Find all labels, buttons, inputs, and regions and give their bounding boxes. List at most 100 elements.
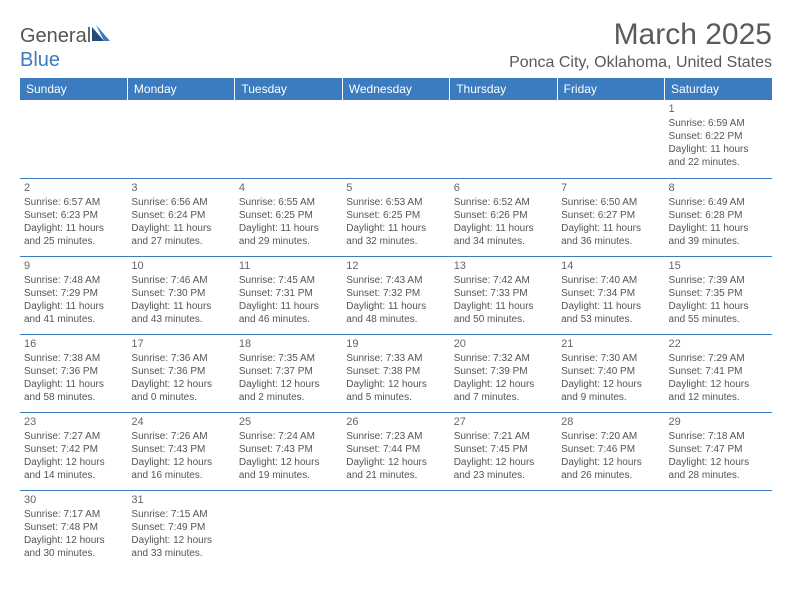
sunrise-text: Sunrise: 6:52 AM — [454, 196, 553, 209]
daylight2-text: and 12 minutes. — [669, 391, 768, 404]
logo-text: GeneralBlue — [20, 24, 110, 72]
sunrise-text: Sunrise: 7:46 AM — [131, 274, 230, 287]
daylight1-text: Daylight: 11 hours — [239, 300, 338, 313]
day-number: 18 — [239, 337, 338, 351]
calendar-day: 9Sunrise: 7:48 AMSunset: 7:29 PMDaylight… — [20, 256, 127, 334]
sunset-text: Sunset: 7:42 PM — [24, 443, 123, 456]
daylight2-text: and 55 minutes. — [669, 313, 768, 326]
sunset-text: Sunset: 6:28 PM — [669, 209, 768, 222]
day-number: 6 — [454, 181, 553, 195]
daylight1-text: Daylight: 11 hours — [669, 222, 768, 235]
day-number: 10 — [131, 259, 230, 273]
calendar-day: 7Sunrise: 6:50 AMSunset: 6:27 PMDaylight… — [557, 178, 664, 256]
sunrise-text: Sunrise: 7:29 AM — [669, 352, 768, 365]
calendar-week: 1Sunrise: 6:59 AMSunset: 6:22 PMDaylight… — [20, 100, 772, 178]
daylight2-text: and 28 minutes. — [669, 469, 768, 482]
daylight2-text: and 29 minutes. — [239, 235, 338, 248]
daylight2-text: and 33 minutes. — [131, 547, 230, 560]
daylight2-text: and 2 minutes. — [239, 391, 338, 404]
day-number: 29 — [669, 415, 768, 429]
day-number: 25 — [239, 415, 338, 429]
day-number: 1 — [669, 102, 768, 116]
daylight2-text: and 46 minutes. — [239, 313, 338, 326]
sunset-text: Sunset: 7:41 PM — [669, 365, 768, 378]
daylight2-text: and 25 minutes. — [24, 235, 123, 248]
daylight1-text: Daylight: 12 hours — [454, 456, 553, 469]
day-number: 2 — [24, 181, 123, 195]
daylight1-text: Daylight: 12 hours — [561, 456, 660, 469]
sunrise-text: Sunrise: 7:36 AM — [131, 352, 230, 365]
weekday-header: Saturday — [665, 78, 772, 100]
sunset-text: Sunset: 7:29 PM — [24, 287, 123, 300]
daylight1-text: Daylight: 12 hours — [24, 534, 123, 547]
title-block: March 2025 Ponca City, Oklahoma, United … — [509, 18, 772, 72]
calendar-day: 19Sunrise: 7:33 AMSunset: 7:38 PMDayligh… — [342, 334, 449, 412]
day-number: 4 — [239, 181, 338, 195]
sunset-text: Sunset: 6:26 PM — [454, 209, 553, 222]
sunset-text: Sunset: 6:27 PM — [561, 209, 660, 222]
calendar-empty — [557, 100, 664, 178]
calendar-week: 30Sunrise: 7:17 AMSunset: 7:48 PMDayligh… — [20, 490, 772, 568]
daylight1-text: Daylight: 11 hours — [669, 300, 768, 313]
calendar-day: 12Sunrise: 7:43 AMSunset: 7:32 PMDayligh… — [342, 256, 449, 334]
day-number: 21 — [561, 337, 660, 351]
day-number: 9 — [24, 259, 123, 273]
calendar-week: 23Sunrise: 7:27 AMSunset: 7:42 PMDayligh… — [20, 412, 772, 490]
daylight1-text: Daylight: 11 hours — [239, 222, 338, 235]
calendar-day: 27Sunrise: 7:21 AMSunset: 7:45 PMDayligh… — [450, 412, 557, 490]
daylight2-text: and 0 minutes. — [131, 391, 230, 404]
page-header: GeneralBlue March 2025 Ponca City, Oklah… — [20, 18, 772, 72]
sunset-text: Sunset: 6:24 PM — [131, 209, 230, 222]
calendar-day: 14Sunrise: 7:40 AMSunset: 7:34 PMDayligh… — [557, 256, 664, 334]
calendar-empty — [342, 100, 449, 178]
sunset-text: Sunset: 7:32 PM — [346, 287, 445, 300]
day-number: 28 — [561, 415, 660, 429]
calendar-day: 17Sunrise: 7:36 AMSunset: 7:36 PMDayligh… — [127, 334, 234, 412]
sunrise-text: Sunrise: 7:15 AM — [131, 508, 230, 521]
calendar-day: 24Sunrise: 7:26 AMSunset: 7:43 PMDayligh… — [127, 412, 234, 490]
sunrise-text: Sunrise: 7:48 AM — [24, 274, 123, 287]
sunrise-text: Sunrise: 7:39 AM — [669, 274, 768, 287]
sunrise-text: Sunrise: 7:33 AM — [346, 352, 445, 365]
sunrise-text: Sunrise: 7:40 AM — [561, 274, 660, 287]
daylight2-text: and 53 minutes. — [561, 313, 660, 326]
calendar-day: 31Sunrise: 7:15 AMSunset: 7:49 PMDayligh… — [127, 490, 234, 568]
calendar-head: SundayMondayTuesdayWednesdayThursdayFrid… — [20, 78, 772, 100]
calendar-empty — [127, 100, 234, 178]
daylight1-text: Daylight: 12 hours — [131, 378, 230, 391]
daylight2-text: and 16 minutes. — [131, 469, 230, 482]
sunrise-text: Sunrise: 6:55 AM — [239, 196, 338, 209]
day-number: 31 — [131, 493, 230, 507]
calendar-day: 16Sunrise: 7:38 AMSunset: 7:36 PMDayligh… — [20, 334, 127, 412]
daylight1-text: Daylight: 11 hours — [131, 300, 230, 313]
calendar-day: 3Sunrise: 6:56 AMSunset: 6:24 PMDaylight… — [127, 178, 234, 256]
daylight1-text: Daylight: 12 hours — [561, 378, 660, 391]
daylight2-text: and 48 minutes. — [346, 313, 445, 326]
calendar-empty — [557, 490, 664, 568]
sunset-text: Sunset: 7:36 PM — [24, 365, 123, 378]
day-number: 24 — [131, 415, 230, 429]
sunset-text: Sunset: 7:31 PM — [239, 287, 338, 300]
daylight2-text: and 19 minutes. — [239, 469, 338, 482]
sunrise-text: Sunrise: 7:43 AM — [346, 274, 445, 287]
calendar-day: 25Sunrise: 7:24 AMSunset: 7:43 PMDayligh… — [235, 412, 342, 490]
calendar-day: 2Sunrise: 6:57 AMSunset: 6:23 PMDaylight… — [20, 178, 127, 256]
sunrise-text: Sunrise: 7:38 AM — [24, 352, 123, 365]
calendar-day: 22Sunrise: 7:29 AMSunset: 7:41 PMDayligh… — [665, 334, 772, 412]
sunset-text: Sunset: 7:36 PM — [131, 365, 230, 378]
month-title: March 2025 — [509, 18, 772, 52]
calendar-empty — [450, 100, 557, 178]
day-number: 26 — [346, 415, 445, 429]
sunrise-text: Sunrise: 7:42 AM — [454, 274, 553, 287]
day-number: 17 — [131, 337, 230, 351]
weekday-row: SundayMondayTuesdayWednesdayThursdayFrid… — [20, 78, 772, 100]
weekday-header: Monday — [127, 78, 234, 100]
calendar-body: 1Sunrise: 6:59 AMSunset: 6:22 PMDaylight… — [20, 100, 772, 568]
daylight1-text: Daylight: 12 hours — [24, 456, 123, 469]
daylight1-text: Daylight: 11 hours — [346, 222, 445, 235]
day-number: 3 — [131, 181, 230, 195]
sunset-text: Sunset: 6:25 PM — [239, 209, 338, 222]
sunrise-text: Sunrise: 7:18 AM — [669, 430, 768, 443]
day-number: 20 — [454, 337, 553, 351]
sunrise-text: Sunrise: 6:56 AM — [131, 196, 230, 209]
